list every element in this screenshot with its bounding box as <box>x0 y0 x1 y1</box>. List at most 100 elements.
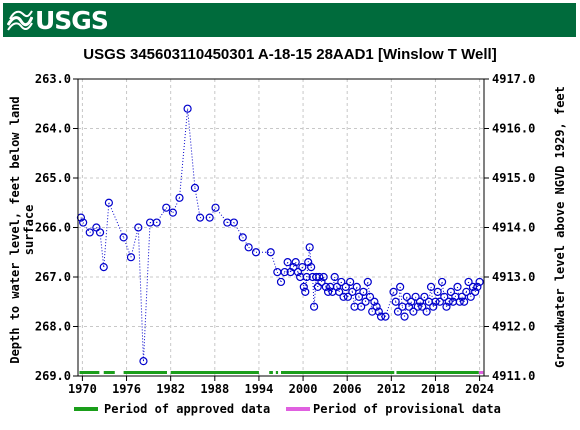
data-point <box>357 302 366 311</box>
series-connector <box>334 276 338 288</box>
x-tick-label: 1982 <box>156 382 185 396</box>
data-period-segment <box>269 371 273 374</box>
series-connector <box>349 281 353 292</box>
y-right-tick-label: 4912.0 <box>492 320 535 334</box>
data-point <box>330 272 339 282</box>
data-point <box>471 287 480 296</box>
data-point <box>299 282 308 291</box>
series-connector <box>165 207 174 214</box>
y-right-tick-label: 4911.0 <box>492 369 535 383</box>
data-point <box>126 253 136 262</box>
series-connector <box>432 301 436 307</box>
data-point <box>440 292 449 301</box>
series-connector <box>408 301 412 307</box>
series-connector <box>376 306 380 312</box>
data-point <box>104 198 113 207</box>
data-point <box>370 297 379 306</box>
data-point <box>301 287 310 296</box>
data-point <box>309 302 319 311</box>
series-connector <box>351 291 356 307</box>
data-point <box>323 287 333 296</box>
series-connector <box>465 281 470 292</box>
series-connector <box>215 207 228 223</box>
series-connector <box>187 108 196 188</box>
x-tick-label: 1988 <box>200 382 229 396</box>
series-connector <box>156 207 167 223</box>
series-connector <box>378 311 382 317</box>
data-period-segment <box>103 371 115 374</box>
series-connector <box>428 286 432 302</box>
data-point <box>354 292 364 301</box>
data-point <box>363 277 372 287</box>
data-period-segment <box>79 371 100 374</box>
x-tick-label: 2012 <box>377 382 406 396</box>
data-point <box>319 272 328 282</box>
y-left-label-line2: surface <box>22 205 36 256</box>
data-point <box>400 312 409 321</box>
data-period-segment <box>478 371 484 374</box>
data-point <box>462 287 471 296</box>
data-point <box>468 282 478 291</box>
series-connector <box>367 281 371 297</box>
data-point <box>211 203 220 212</box>
chart-grid <box>78 78 484 377</box>
data-point <box>244 243 253 252</box>
data-point <box>266 248 275 257</box>
y-left-label-line1: Depth to water level, feet below land <box>8 96 22 363</box>
data-point <box>464 277 473 287</box>
series-connector <box>304 276 308 292</box>
data-point <box>460 297 469 306</box>
data-point <box>305 243 314 252</box>
series-connector <box>194 187 201 218</box>
series-connector <box>472 286 476 293</box>
series-connector <box>358 296 362 307</box>
data-period-bars <box>79 371 484 374</box>
data-point <box>343 292 353 301</box>
series-connector <box>99 232 105 268</box>
series-connector <box>310 267 314 278</box>
data-point <box>455 297 464 306</box>
data-point <box>280 267 289 277</box>
data-point <box>404 302 414 311</box>
series-connector <box>130 227 139 258</box>
series-connector <box>340 281 345 297</box>
series-connector <box>397 286 401 312</box>
series-connector <box>209 207 216 218</box>
series-connector <box>327 286 331 293</box>
series-connector <box>108 202 125 238</box>
data-point <box>429 302 438 311</box>
series-connector <box>293 261 297 268</box>
y-left-tick-label: 268.0 <box>35 320 71 334</box>
data-point <box>321 282 330 291</box>
series-connector <box>446 301 450 307</box>
data-point <box>372 302 381 311</box>
y-left-tick-label: 263.0 <box>35 72 71 86</box>
y-right-axis-ticks: 4917.0 4916.0 4915.0 4914.0 4913.0 4912.0 4911… <box>484 72 535 383</box>
usgs-logo[interactable]: USGS <box>7 5 109 35</box>
legend-approved-swatch <box>74 407 98 411</box>
data-point <box>152 218 161 227</box>
series-connector <box>103 202 110 268</box>
x-tick-label: 2006 <box>333 382 362 396</box>
data-point <box>289 263 298 272</box>
data-point <box>339 292 348 301</box>
chart-legend: Period of approved data Period of provis… <box>74 402 501 416</box>
data-point <box>293 267 303 277</box>
data-point <box>437 277 447 287</box>
data-point <box>175 193 184 202</box>
series-connector <box>417 301 421 307</box>
chart-title: USGS 345603110450301 A-18-15 28AAD1 [Win… <box>83 46 496 63</box>
y-left-tick-label: 265.0 <box>35 171 71 185</box>
x-tick-label: 1976 <box>112 382 141 396</box>
y-right-tick-label: 4916.0 <box>492 122 535 136</box>
x-axis-ticks: 1970 1976 1982 1988 1994 2000 2006 2012 2018 2024 <box>68 376 494 396</box>
data-point <box>139 357 148 366</box>
series-connector <box>423 296 428 312</box>
data-point <box>337 277 346 287</box>
data-point <box>359 287 368 296</box>
data-point <box>473 282 482 291</box>
data-point <box>446 287 456 296</box>
series-connector <box>89 227 97 233</box>
data-point <box>205 213 214 222</box>
